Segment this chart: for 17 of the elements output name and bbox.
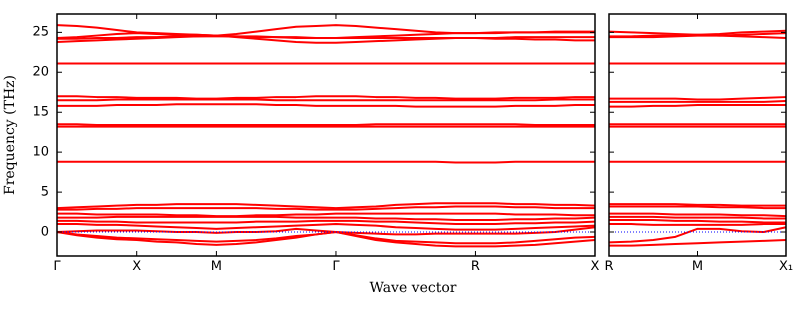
- y-tick-label: 25: [32, 24, 49, 40]
- y-tick-label: 15: [32, 104, 49, 120]
- x-tick-label: X: [132, 259, 142, 274]
- x-axis-title: Wave vector: [368, 280, 458, 296]
- x-tick-label: M: [210, 259, 222, 274]
- y-tick-label: 10: [32, 144, 49, 160]
- x-tick-label: R: [470, 259, 480, 274]
- y-tick-label: 20: [32, 64, 49, 80]
- x-tick-label: X₁: [778, 259, 794, 274]
- y-axis-title: Frequency (THz): [2, 74, 18, 196]
- x-tick-label: M: [692, 259, 704, 274]
- y-tick-label: 0: [40, 224, 49, 240]
- x-tick-label: Γ: [332, 259, 340, 274]
- x-tick-label: X: [590, 259, 600, 274]
- x-tick-label: Γ: [53, 259, 62, 274]
- x-tick-label: R: [604, 259, 614, 274]
- y-tick-label: 5: [40, 184, 49, 200]
